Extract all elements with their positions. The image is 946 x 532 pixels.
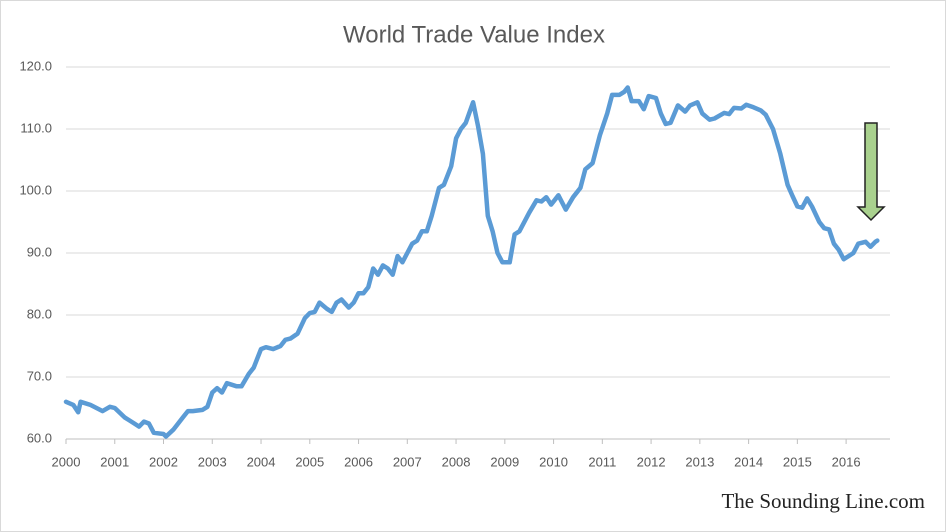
x-tick-label: 2016: [832, 454, 861, 469]
y-tick-label: 60.0: [27, 430, 52, 445]
chart-title: World Trade Value Index: [343, 21, 605, 48]
down-arrow: [856, 122, 886, 222]
x-tick-label: 2012: [637, 454, 666, 469]
x-tick-label: 2008: [442, 454, 471, 469]
y-tick-label: 120.0: [19, 58, 52, 73]
y-tick-label: 110.0: [20, 120, 52, 135]
y-tick-label: 90.0: [27, 244, 52, 259]
x-tick-label: 2009: [490, 454, 519, 469]
x-tick-label: 2013: [685, 454, 714, 469]
y-tick-label: 100.0: [19, 182, 52, 197]
x-tick-label: 2003: [198, 454, 227, 469]
x-tick-label: 2014: [734, 454, 763, 469]
y-tick-label: 70.0: [27, 368, 52, 383]
x-tick-label: 2000: [52, 454, 81, 469]
x-tick-label: 2007: [393, 454, 422, 469]
x-tick-label: 2006: [344, 454, 373, 469]
x-tick-label: 2004: [247, 454, 276, 469]
x-tick-label: 2005: [295, 454, 324, 469]
x-tick-label: 2001: [100, 454, 129, 469]
watermark: The Sounding Line.com: [721, 489, 925, 513]
x-tick-label: 2011: [588, 454, 616, 469]
data-line: [63, 85, 880, 439]
x-tick-label: 2002: [149, 454, 178, 469]
x-tick-label: 2010: [539, 454, 568, 469]
y-tick-label: 80.0: [27, 306, 52, 321]
x-tick-label: 2015: [783, 454, 812, 469]
